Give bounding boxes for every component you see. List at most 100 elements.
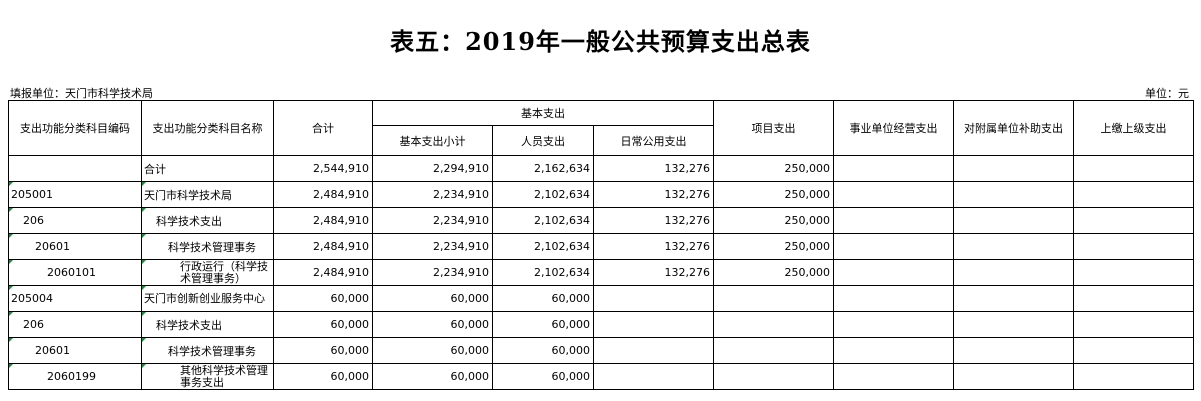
row-project	[713, 337, 834, 364]
header-upper: 上缴上级支出	[1073, 100, 1194, 156]
row-code: 20601	[8, 233, 142, 260]
row-name: 科学技术管理事务	[141, 233, 274, 260]
row-subsidy	[953, 207, 1074, 234]
row-basic-subtotal: 2,294,910	[372, 155, 493, 182]
row-basic-subtotal: 60,000	[372, 363, 493, 390]
row-public	[593, 337, 714, 364]
table-row: 205004 天门市创新创业服务中心 60,000 60,000 60,000	[8, 285, 1194, 312]
row-upper	[1073, 207, 1194, 234]
row-subsidy	[953, 363, 1074, 390]
row-code: 20601	[8, 337, 142, 364]
row-personnel: 2,102,634	[492, 233, 594, 260]
row-basic-subtotal: 2,234,910	[372, 207, 493, 234]
table-row: 20601 科学技术管理事务 60,000 60,000 60,000	[8, 337, 1194, 364]
row-public: 132,276	[593, 155, 714, 182]
reporting-unit: 填报单位：天门市科学技术局	[10, 87, 153, 100]
row-personnel: 2,102,634	[492, 181, 594, 208]
row-business	[833, 337, 954, 364]
row-code: 2060199	[8, 363, 142, 390]
header-subsidy: 对附属单位补助支出	[953, 100, 1074, 156]
row-personnel: 60,000	[492, 363, 594, 390]
table-row: 2060101 行政运行（科学技术管理事务） 2,484,910 2,234,9…	[8, 259, 1194, 286]
row-subsidy	[953, 181, 1074, 208]
budget-table: 支出功能分类科目编码 支出功能分类科目名称 合计 基本支出 项目支出 事业单位经…	[8, 100, 1194, 390]
row-upper	[1073, 311, 1194, 338]
header-basic-subtotal: 基本支出小计	[372, 125, 493, 156]
row-name: 科学技术支出	[141, 207, 274, 234]
row-total: 2,544,910	[273, 155, 373, 182]
row-basic-subtotal: 2,234,910	[372, 259, 493, 286]
row-basic-subtotal: 2,234,910	[372, 233, 493, 260]
row-total: 60,000	[273, 337, 373, 364]
table-row: 205001 天门市科学技术局 2,484,910 2,234,910 2,10…	[8, 181, 1194, 208]
row-subsidy	[953, 259, 1074, 286]
header-public: 日常公用支出	[593, 125, 714, 156]
currency-unit: 单位：元	[1145, 87, 1189, 100]
row-basic-subtotal: 2,234,910	[372, 181, 493, 208]
row-total: 2,484,910	[273, 181, 373, 208]
row-subsidy	[953, 337, 1074, 364]
header-code: 支出功能分类科目编码	[8, 100, 142, 156]
row-public: 132,276	[593, 181, 714, 208]
row-project: 250,000	[713, 259, 834, 286]
row-name: 天门市创新创业服务中心	[141, 285, 274, 312]
row-upper	[1073, 363, 1194, 390]
row-subsidy	[953, 233, 1074, 260]
row-code: 205004	[8, 285, 142, 312]
row-business	[833, 207, 954, 234]
row-personnel: 2,162,634	[492, 155, 594, 182]
table-row: 206 科学技术支出 60,000 60,000 60,000	[8, 311, 1194, 338]
row-basic-subtotal: 60,000	[372, 337, 493, 364]
row-subsidy	[953, 311, 1074, 338]
page-title: 表五：2019年一般公共预算支出总表	[390, 27, 811, 56]
row-public: 132,276	[593, 233, 714, 260]
row-public	[593, 285, 714, 312]
table-row: 合计 2,544,910 2,294,910 2,162,634 132,276…	[8, 155, 1194, 182]
row-project: 250,000	[713, 181, 834, 208]
row-total: 60,000	[273, 285, 373, 312]
row-code	[8, 155, 142, 182]
row-code: 206	[8, 207, 142, 234]
row-public: 132,276	[593, 259, 714, 286]
row-name: 科学技术管理事务	[141, 337, 274, 364]
row-code: 206	[8, 311, 142, 338]
table-row: 2060199 其他科学技术管理事务支出 60,000 60,000 60,00…	[8, 363, 1194, 390]
row-upper	[1073, 285, 1194, 312]
row-name: 合计	[141, 155, 274, 182]
row-name: 科学技术支出	[141, 311, 274, 338]
row-personnel: 2,102,634	[492, 259, 594, 286]
row-personnel: 2,102,634	[492, 207, 594, 234]
row-upper	[1073, 155, 1194, 182]
row-total: 2,484,910	[273, 259, 373, 286]
row-business	[833, 363, 954, 390]
row-basic-subtotal: 60,000	[372, 311, 493, 338]
row-business	[833, 155, 954, 182]
row-public: 132,276	[593, 207, 714, 234]
row-public	[593, 363, 714, 390]
row-business	[833, 233, 954, 260]
row-upper	[1073, 337, 1194, 364]
row-project: 250,000	[713, 155, 834, 182]
row-name: 其他科学技术管理事务支出	[141, 363, 274, 390]
row-basic-subtotal: 60,000	[372, 285, 493, 312]
row-total: 2,484,910	[273, 207, 373, 234]
row-business	[833, 311, 954, 338]
row-upper	[1073, 181, 1194, 208]
row-name: 天门市科学技术局	[141, 181, 274, 208]
header-basic: 基本支出	[372, 100, 714, 126]
header-business: 事业单位经营支出	[833, 100, 954, 156]
row-project: 250,000	[713, 233, 834, 260]
row-name: 行政运行（科学技术管理事务）	[141, 259, 274, 286]
row-code: 2060101	[8, 259, 142, 286]
row-subsidy	[953, 285, 1074, 312]
header-personnel: 人员支出	[492, 125, 594, 156]
row-upper	[1073, 259, 1194, 286]
table-row: 206 科学技术支出 2,484,910 2,234,910 2,102,634…	[8, 207, 1194, 234]
header-project: 项目支出	[713, 100, 834, 156]
row-code: 205001	[8, 181, 142, 208]
row-upper	[1073, 233, 1194, 260]
row-project	[713, 363, 834, 390]
table-row: 20601 科学技术管理事务 2,484,910 2,234,910 2,102…	[8, 233, 1194, 260]
row-business	[833, 285, 954, 312]
row-public	[593, 311, 714, 338]
